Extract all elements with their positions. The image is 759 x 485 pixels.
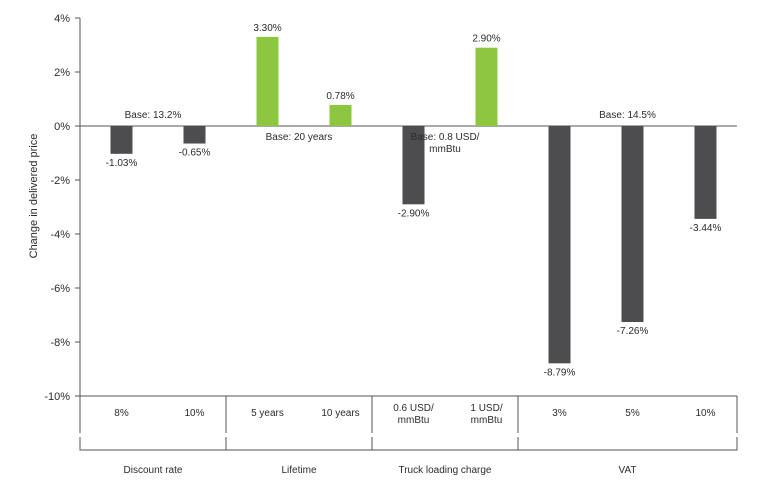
data-label: -0.65% [179, 148, 211, 159]
y-tick-label: -6% [50, 283, 70, 295]
group-label: Truck loading charge [398, 465, 491, 476]
base-label: mmBtu [429, 144, 461, 155]
category-label: mmBtu [398, 415, 430, 426]
bar [183, 126, 206, 144]
data-label: -8.79% [544, 367, 576, 378]
category-label: 0.6 USD/ [393, 403, 434, 414]
category-label: 10% [184, 408, 204, 419]
category-label: 8% [114, 408, 129, 419]
group-labels: Discount rate Lifetime Truck loading charg… [79, 437, 738, 476]
data-label: 0.78% [326, 91, 354, 102]
group-bracket [517, 437, 738, 451]
bars [110, 36, 717, 364]
category-label: 3% [552, 408, 567, 419]
y-tick-label: -4% [50, 229, 70, 241]
group-bracket [225, 437, 373, 451]
y-tick-label: 2% [54, 67, 70, 79]
category-label: 5% [625, 408, 640, 419]
data-label: -7.26% [617, 326, 649, 337]
y-tick-label: 0% [54, 121, 70, 133]
bar [256, 36, 279, 126]
data-label: -2.90% [398, 208, 430, 219]
data-labels: -1.03% -0.65% Base: 13.2% 3.30% 0.78% Base: 2… [106, 23, 722, 378]
data-label: -3.44% [690, 223, 722, 234]
y-axis-title: Change in delivered price [28, 134, 40, 259]
data-label: -1.03% [106, 158, 138, 169]
data-label: 3.30% [253, 23, 281, 34]
group-label: Discount rate [124, 465, 183, 476]
y-tick-label: -8% [50, 337, 70, 349]
bar [110, 126, 133, 154]
bar [475, 47, 498, 127]
category-label: 10 years [321, 408, 359, 419]
base-label: Base: 13.2% [125, 110, 182, 121]
bar [402, 126, 425, 205]
base-label: Base: 20 years [266, 132, 333, 143]
group-label: Lifetime [281, 465, 316, 476]
y-tick-label: -2% [50, 175, 70, 187]
bar [621, 126, 644, 323]
group-bracket [79, 437, 227, 451]
category-label: 5 years [251, 408, 284, 419]
y-axis-ticks: 4% 2% 0% -2% -4% -6% -8% -10% [44, 13, 80, 403]
category-label: 10% [695, 408, 715, 419]
base-label: Base: 0.8 USD/ [411, 132, 480, 143]
category-label: mmBtu [471, 415, 503, 426]
bar [329, 104, 352, 126]
group-bracket [371, 437, 519, 451]
base-label: Base: 14.5% [599, 110, 656, 121]
data-label: 2.90% [472, 34, 500, 45]
y-tick-label: -10% [44, 391, 70, 403]
bar [548, 126, 571, 364]
category-label: 1 USD/ [470, 403, 502, 414]
group-label: VAT [619, 465, 637, 476]
y-tick-label: 4% [54, 13, 70, 25]
bar [694, 126, 717, 219]
